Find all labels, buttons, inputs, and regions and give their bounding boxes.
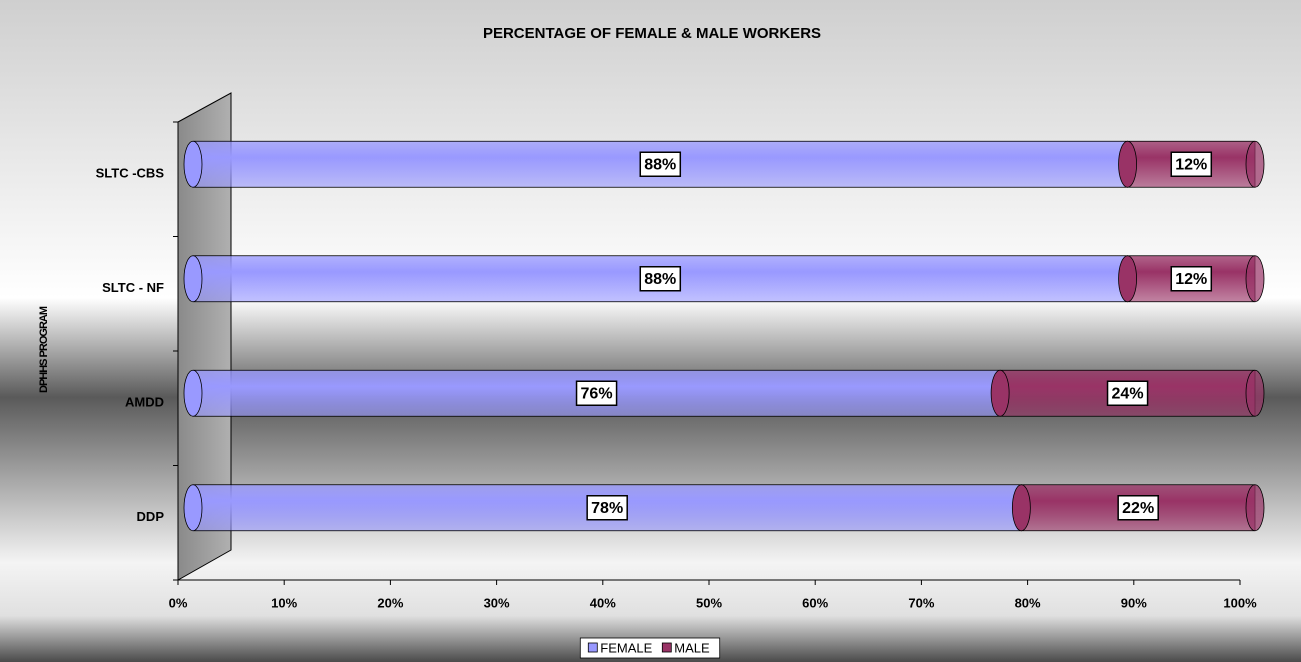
value-label: 12% [1175, 271, 1207, 288]
bar-cap [1118, 140, 1137, 188]
x-tick-label: 10% [271, 595, 297, 610]
legend-label: FEMALE [600, 640, 652, 655]
x-tick-label: 100% [1223, 595, 1257, 610]
x-tick-label: 30% [484, 595, 510, 610]
value-label: 22% [1122, 500, 1154, 517]
x-tick-label: 80% [1015, 595, 1041, 610]
bar-cap [1118, 255, 1137, 303]
x-tick-label: 90% [1121, 595, 1147, 610]
value-label-box [1117, 495, 1159, 521]
bar-end-cap [1245, 255, 1265, 303]
value-label: 24% [1112, 385, 1144, 402]
value-label: 88% [644, 271, 676, 288]
y-tick-label: DDP [137, 509, 165, 524]
bar-end-cap [1245, 484, 1265, 532]
bar-cap [990, 369, 1010, 417]
value-label-box [639, 151, 682, 177]
legend-swatch [587, 642, 598, 653]
bar-cap [1011, 484, 1031, 532]
x-tick-label: 50% [696, 595, 722, 610]
x-tick-label: 60% [802, 595, 828, 610]
value-label-box [639, 266, 682, 292]
value-label: 88% [644, 156, 676, 173]
value-label-box [575, 380, 618, 406]
x-tick-label: 20% [377, 595, 403, 610]
value-label-box [1106, 380, 1149, 406]
value-label-box [586, 495, 628, 521]
bar-end-cap [1245, 369, 1265, 417]
value-label: 12% [1175, 156, 1207, 173]
bar-cap [183, 255, 203, 303]
y-tick-label: AMDD [125, 395, 164, 410]
legend-label: MALE [674, 640, 710, 655]
value-label-box [1170, 266, 1213, 292]
y-tick-label: SLTC -CBS [96, 166, 165, 181]
x-tick-label: 40% [590, 595, 616, 610]
bar-cap [183, 484, 203, 532]
bar-cap [183, 140, 203, 188]
y-tick-label: SLTC - NF [102, 280, 164, 295]
y-axis-title: DPHHS PROGRAM [38, 306, 50, 393]
value-label: 76% [581, 385, 613, 402]
bar-end-cap [1245, 140, 1265, 188]
chart-title: PERCENTAGE OF FEMALE & MALE WORKERS [483, 25, 821, 42]
bar-cap [183, 369, 203, 417]
value-label-box [1170, 151, 1213, 177]
value-label: 78% [591, 500, 623, 517]
x-tick-label: 70% [908, 595, 934, 610]
legend [579, 637, 721, 659]
legend-swatch [661, 642, 672, 653]
x-tick-label: 0% [169, 595, 188, 610]
